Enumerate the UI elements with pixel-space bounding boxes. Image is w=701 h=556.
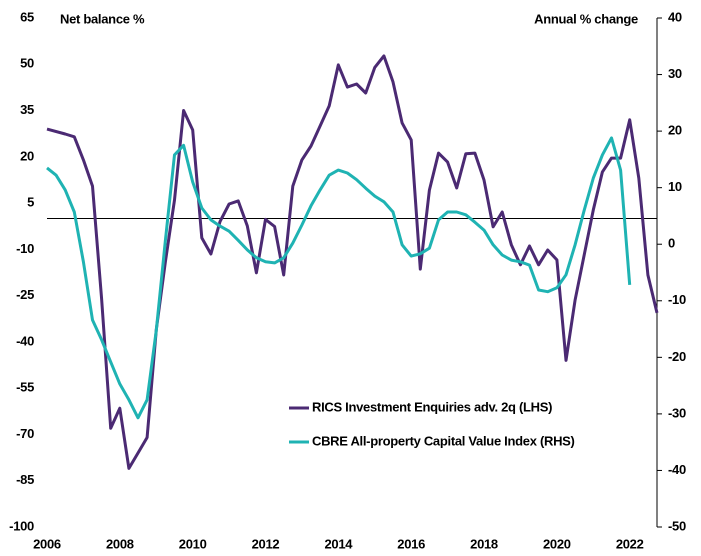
x-tick-label: 2014 <box>324 536 353 551</box>
y2-tick-label: 0 <box>668 236 675 251</box>
y-tick-label: -40 <box>16 333 34 348</box>
x-tick-label: 2018 <box>470 536 498 551</box>
y2-tick-label: -30 <box>668 405 686 420</box>
y2-tick-label: 30 <box>668 66 682 81</box>
y-tick-label: 35 <box>20 102 34 117</box>
x-tick-label: 2022 <box>616 536 644 551</box>
y-tick-label: -85 <box>16 472 34 487</box>
y-tick-label: 50 <box>20 56 34 71</box>
legend-label: CBRE All-property Capital Value Index (R… <box>312 433 575 448</box>
x-tick-label: 2010 <box>179 536 207 551</box>
y2-tick-label: -10 <box>668 292 686 307</box>
y2-tick-label: -20 <box>668 349 686 364</box>
y2-tick-label: 20 <box>668 123 682 138</box>
x-tick-label: 2012 <box>252 536 280 551</box>
y-tick-label: -100 <box>9 518 34 533</box>
x-tick-label: 2008 <box>106 536 134 551</box>
y2-tick-label: 40 <box>668 9 682 24</box>
y-tick-label: 5 <box>27 195 34 210</box>
y-axis-label: Net balance % <box>60 11 145 26</box>
y-tick-label: -10 <box>16 241 34 256</box>
y-tick-label: -25 <box>16 287 34 302</box>
y2-axis-label: Annual % change <box>534 11 638 26</box>
x-tick-label: 2016 <box>397 536 425 551</box>
y2-tick-label: -40 <box>668 462 686 477</box>
y-tick-label: 65 <box>20 9 34 24</box>
x-tick-label: 2020 <box>543 536 571 551</box>
y2-tick-label: 10 <box>668 179 682 194</box>
x-tick-label: 2006 <box>33 536 61 551</box>
series-line <box>46 136 632 420</box>
legend-label: RICS Investment Enquiries adv. 2q (LHS) <box>312 399 552 414</box>
y-tick-label: -70 <box>16 426 34 441</box>
y-tick-label: 20 <box>20 148 34 163</box>
y-tick-label: -55 <box>16 380 34 395</box>
y2-tick-label: -50 <box>668 518 686 533</box>
